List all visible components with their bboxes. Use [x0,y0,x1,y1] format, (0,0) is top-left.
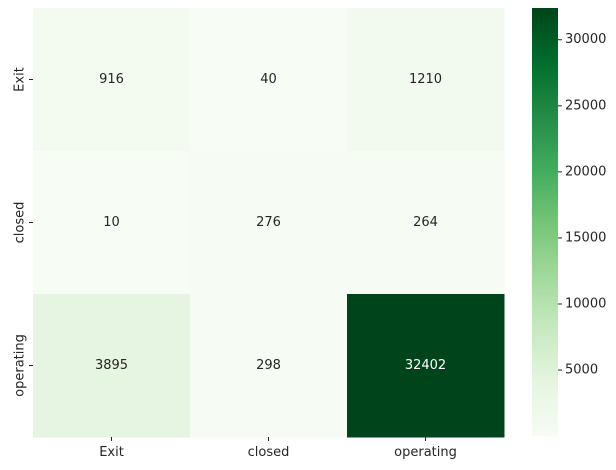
heatmap-cell [33,294,191,438]
heatmap-cell [347,294,505,438]
y-tick-label: Exit [13,67,28,92]
cell-value-label: 10 [103,215,120,230]
heatmap-cell [190,8,348,152]
x-tick-label: Exit [99,445,124,460]
heatmap-cell [33,151,191,295]
x-tick-label: closed [248,445,290,460]
heatmap-cell [347,8,505,152]
heatmap-cell [347,151,505,295]
colorbar-tick-label: 10000 [565,297,606,312]
heatmap-cell [33,8,191,152]
x-axis: Exit closed operating [99,437,457,460]
colorbar-tick-label: 25000 [565,98,606,113]
cell-value-label: 298 [256,358,281,373]
colorbar-ticks: 5000 10000 15000 20000 25000 30000 [558,32,606,378]
y-tick-label: operating [13,334,28,397]
cell-value-label: 40 [260,72,277,87]
colorbar-tick-label: 5000 [565,363,598,378]
x-tick-label: operating [394,445,457,460]
y-axis: Exit closed operating [13,67,33,397]
colorbar-gradient [532,8,558,436]
cell-value-label: 276 [256,215,281,230]
colorbar-tick-label: 30000 [565,32,606,47]
heatmap-cell [190,151,348,295]
cell-value-label: 3895 [95,358,128,373]
cell-value-label: 916 [99,72,124,87]
colorbar-tick-label: 15000 [565,230,606,245]
heatmap-cell [190,294,348,438]
colorbar: 5000 10000 15000 20000 25000 30000 [532,8,606,436]
cell-value-label: 264 [413,215,438,230]
heatmap-cell-labels: 916 40 1210 10 276 264 3895 298 32402 [95,72,446,373]
colorbar-tick-label: 20000 [565,164,606,179]
cell-value-label: 32402 [405,358,446,373]
cell-value-label: 1210 [409,72,442,87]
heatmap-cells [33,8,505,438]
y-tick-label: closed [13,202,28,244]
